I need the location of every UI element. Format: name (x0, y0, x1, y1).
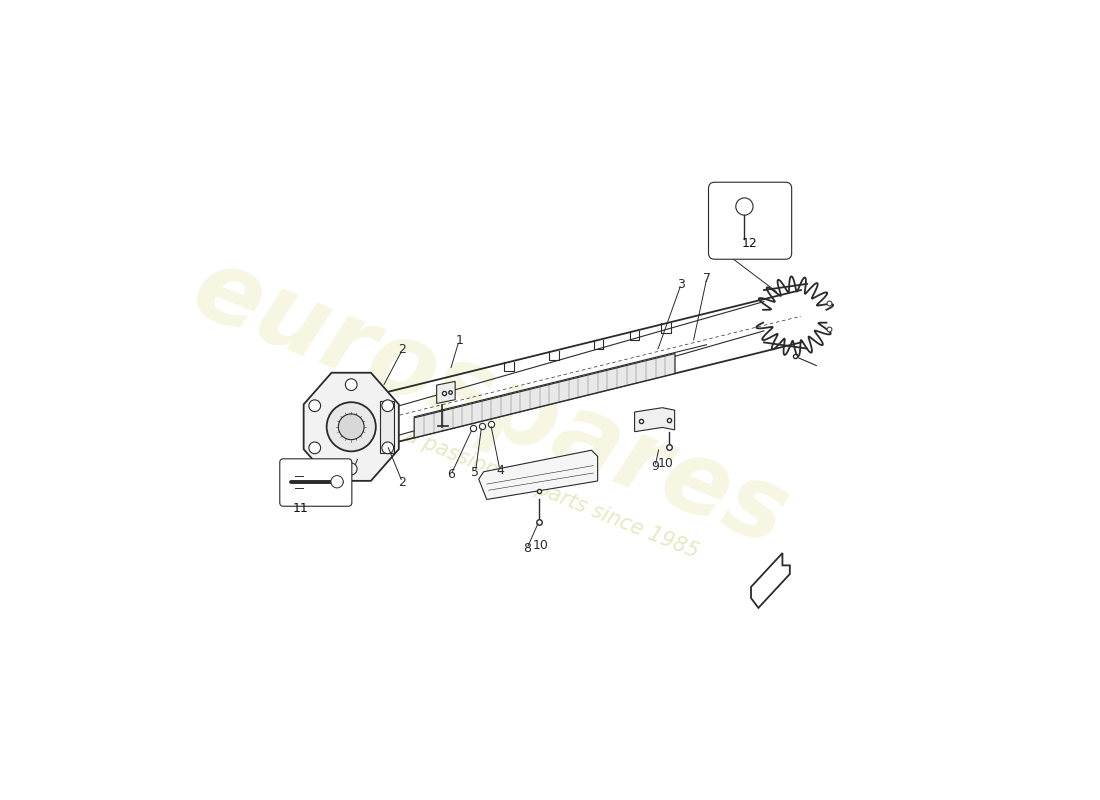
Circle shape (736, 198, 754, 215)
Circle shape (382, 442, 394, 454)
Circle shape (331, 475, 343, 488)
Circle shape (339, 414, 364, 440)
Text: 6: 6 (447, 468, 455, 481)
Text: 3: 3 (678, 278, 685, 290)
Circle shape (382, 400, 394, 411)
Circle shape (309, 442, 320, 454)
Polygon shape (415, 354, 675, 438)
Text: 4: 4 (496, 463, 504, 477)
Text: 9: 9 (651, 460, 659, 474)
Text: 2: 2 (398, 476, 406, 489)
Polygon shape (478, 450, 597, 499)
Circle shape (345, 463, 358, 474)
Circle shape (345, 379, 358, 390)
Text: 12: 12 (741, 237, 757, 250)
Polygon shape (635, 408, 674, 432)
Circle shape (327, 402, 376, 451)
Text: 10: 10 (532, 538, 548, 552)
Text: 7: 7 (703, 272, 711, 285)
Text: eurospares: eurospares (178, 241, 801, 567)
Text: 11: 11 (293, 502, 308, 515)
Text: 1: 1 (455, 334, 463, 347)
Polygon shape (437, 382, 455, 403)
Text: a passion for parts since 1985: a passion for parts since 1985 (402, 425, 701, 562)
Text: 10: 10 (658, 457, 673, 470)
Text: 8: 8 (522, 542, 531, 555)
Polygon shape (304, 373, 399, 481)
FancyBboxPatch shape (708, 182, 792, 259)
Text: 5: 5 (472, 466, 480, 478)
Polygon shape (381, 401, 394, 453)
Text: 2: 2 (398, 343, 406, 356)
Circle shape (309, 400, 320, 411)
FancyBboxPatch shape (279, 459, 352, 506)
